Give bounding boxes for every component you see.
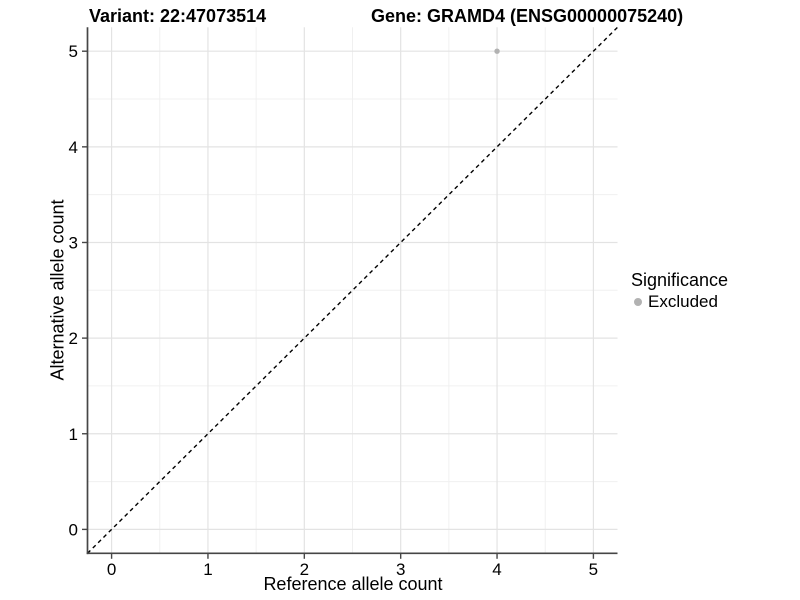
y-tick-label: 4 [69, 138, 78, 157]
legend: Significance Excluded [631, 269, 728, 312]
y-tick-label: 0 [69, 520, 78, 539]
y-tick-label: 3 [69, 233, 78, 252]
x-tick-label: 0 [107, 560, 116, 579]
y-tick-label: 5 [69, 42, 78, 61]
y-axis-title: Alternative allele count [47, 199, 68, 381]
y-tick-label: 1 [69, 425, 78, 444]
legend-title: Significance [631, 270, 729, 290]
x-tick-label: 2 [300, 560, 309, 579]
x-tick-label: 5 [589, 560, 598, 579]
plot-title-variant: Variant: 22:47073514 [89, 6, 267, 26]
x-tick-label: 1 [203, 560, 212, 579]
plot-title-gene: Gene: GRAMD4 (ENSG00000075240) [371, 6, 684, 26]
legend-entry-excluded: Excluded [634, 292, 728, 312]
legend-point-icon [634, 298, 642, 306]
x-axis-title: Reference allele count [263, 574, 443, 594]
y-tick-label: 2 [69, 329, 78, 348]
x-tick-label: 4 [492, 560, 501, 579]
data-point [494, 48, 500, 54]
legend-entry-label: Excluded [648, 292, 718, 311]
x-tick-label: 3 [396, 560, 405, 579]
